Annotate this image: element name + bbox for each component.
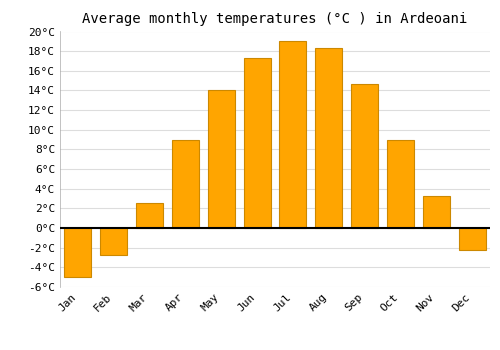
Bar (423, 196, 450, 228)
Bar (64, 228, 92, 277)
Bar (458, 228, 485, 250)
Bar (316, 48, 342, 228)
Title: Average monthly temperatures (°C ) in Ardeoani: Average monthly temperatures (°C ) in Ar… (82, 12, 468, 26)
Bar (100, 228, 127, 254)
Bar (172, 140, 199, 228)
Bar (136, 203, 163, 228)
Bar (387, 140, 414, 228)
Bar (280, 41, 306, 228)
Bar (351, 84, 378, 228)
Bar (208, 90, 234, 228)
Bar (244, 58, 270, 228)
